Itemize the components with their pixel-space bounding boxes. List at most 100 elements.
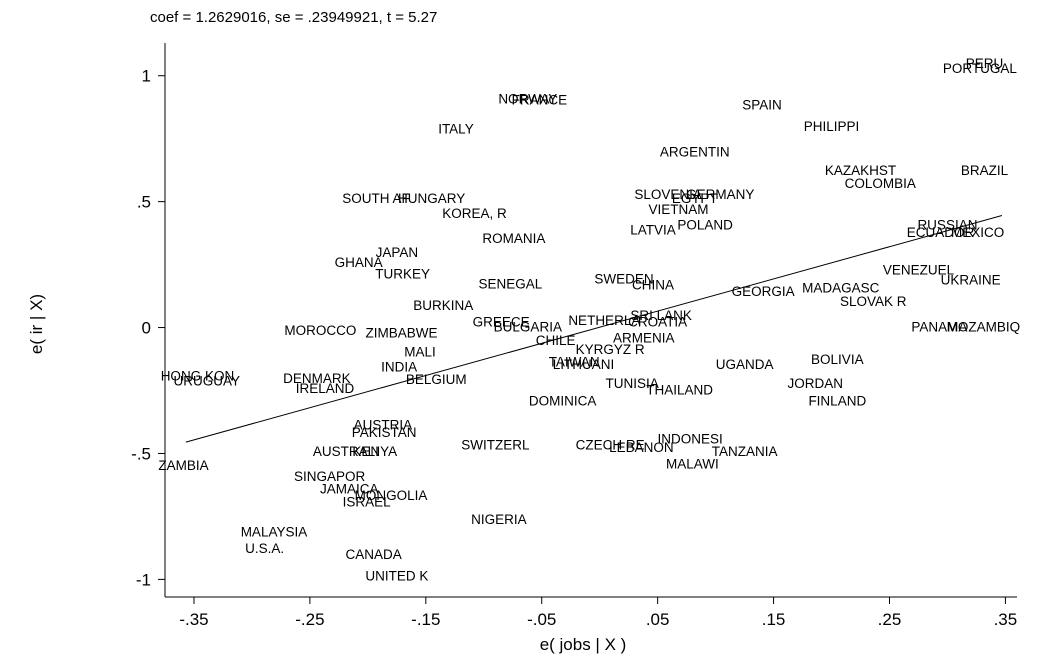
x-axis-title: e( jobs | X ) — [540, 635, 627, 654]
point-label: CZECH RE — [576, 438, 645, 453]
point-label: ARMENIA — [613, 331, 675, 346]
x-tick-label: .05 — [646, 610, 670, 629]
fit-line — [185, 215, 1003, 443]
point-label: MOROCCO — [284, 323, 356, 338]
point-label: RUSSIAN — [917, 217, 977, 232]
y-tick-label: .5 — [137, 193, 151, 212]
point-label: HUNGARY — [398, 191, 465, 206]
y-axis-title: e( ir | X) — [27, 294, 46, 354]
point-label: TAIWAN — [549, 355, 600, 370]
point-label: ISRAEL — [343, 494, 392, 509]
x-tick-label: -.05 — [527, 610, 556, 629]
point-label: THAILAND — [646, 382, 713, 397]
point-label: SPAIN — [742, 98, 782, 113]
point-label: JAPAN — [376, 245, 419, 260]
point-label: MALAWI — [666, 457, 719, 472]
point-label: NORWAY — [498, 91, 557, 106]
point-label: POLAND — [677, 217, 733, 232]
point-label: MALI — [404, 344, 436, 359]
point-label: PANAMA — [911, 319, 967, 334]
point-label: CHILE — [536, 333, 576, 348]
y-tick-label: -1 — [136, 570, 151, 589]
point-label: SENEGAL — [479, 276, 543, 291]
point-label: EGYPT — [672, 191, 718, 206]
point-label: JAMAICA — [320, 482, 379, 497]
point-label: SINGAPOR — [294, 469, 366, 484]
point-label: CROATIA — [628, 314, 687, 329]
point-label: VENEZUEL — [883, 263, 955, 278]
point-label: INDIA — [381, 360, 417, 375]
point-label: LEBANON — [609, 440, 674, 455]
x-tick-label: -.15 — [411, 610, 440, 629]
x-tick-label: .25 — [878, 610, 902, 629]
point-label: BELGIUM — [406, 372, 467, 387]
point-label: MONGOLIA — [355, 488, 428, 503]
point-label: KAZAKHST — [825, 163, 896, 178]
point-label: SOUTH AF — [342, 191, 410, 206]
point-label: MADAGASC — [802, 280, 880, 295]
point-label: BRAZIL — [961, 163, 1009, 178]
point-label: KENYA — [352, 444, 397, 459]
point-label: TUNISIA — [606, 376, 659, 391]
point-label: SRI LANK — [630, 308, 692, 323]
chart-title: coef = 1.2629016, se = .23949921, t = 5.… — [150, 9, 437, 26]
point-label: SWITZERL — [461, 438, 530, 453]
point-label: JORDAN — [788, 376, 844, 391]
point-label: GHANA — [335, 255, 383, 270]
point-label: SLOVAK R — [840, 294, 907, 309]
point-label: LITHUANI — [553, 357, 615, 372]
point-label: PAKISTAN — [352, 425, 417, 440]
y-tick-label: 0 — [142, 319, 151, 338]
point-label: HONG KON — [161, 368, 235, 383]
point-label: AUSTRIA — [354, 418, 413, 433]
point-label: CANADA — [346, 547, 402, 562]
point-label: ECUADOR — [907, 225, 975, 240]
x-tick-label: .35 — [994, 610, 1018, 629]
point-label: ROMANIA — [482, 231, 545, 246]
point-label: UNITED K — [365, 569, 428, 584]
point-label: KYRGYZ R — [576, 342, 645, 357]
x-tick-label: -.35 — [179, 610, 208, 629]
point-label: GEORGIA — [732, 284, 795, 299]
point-label: DOMINICA — [529, 394, 597, 409]
x-tick-label: -.25 — [295, 610, 324, 629]
point-label: BOLIVIA — [811, 352, 864, 367]
point-label: BURKINA — [413, 298, 473, 313]
point-label: ZIMBABWE — [365, 326, 437, 341]
point-label: MALAYSIA — [241, 525, 308, 540]
point-label: VIETNAM — [649, 202, 709, 217]
point-label: TANZANIA — [712, 444, 778, 459]
point-label: NIGERIA — [471, 512, 527, 527]
point-label: SLOVENIA — [634, 187, 702, 202]
point-label: SWEDEN — [594, 271, 653, 286]
point-label: INDONESI — [657, 431, 722, 446]
point-label: AUSTRALI — [313, 444, 379, 459]
point-label: MOZAMBIQ — [947, 319, 1021, 334]
point-label: CHINA — [632, 278, 674, 293]
point-label: FINLAND — [808, 394, 866, 409]
point-label: UKRAINE — [941, 273, 1001, 288]
point-label: U.S.A. — [245, 541, 284, 556]
point-label: LATVIA — [630, 222, 676, 237]
point-label: BULGARIA — [494, 319, 562, 334]
point-label: COLOMBIA — [845, 176, 916, 191]
point-label: GERMANY — [686, 187, 754, 202]
point-label: PORTUGAL — [943, 61, 1018, 76]
point-label: GREECE — [473, 314, 530, 329]
x-tick-label: .15 — [762, 610, 786, 629]
point-label: PERU — [966, 56, 1004, 71]
point-label: DENMARK — [283, 371, 351, 386]
y-tick-label: 1 — [142, 67, 151, 86]
point-label: PHILIPPI — [804, 119, 860, 134]
point-label: UGANDA — [716, 357, 774, 372]
point-label: MEXICO — [951, 225, 1004, 240]
point-label: FRANCE — [512, 93, 568, 108]
y-tick-label: -.5 — [131, 444, 151, 463]
point-label: ARGENTIN — [660, 144, 730, 159]
point-label: URUGUAY — [173, 373, 240, 388]
point-label: TURKEY — [375, 266, 430, 281]
point-label: ZAMBIA — [158, 458, 208, 473]
y-ticks: -1 -.5 0 .5 1 — [131, 67, 165, 589]
